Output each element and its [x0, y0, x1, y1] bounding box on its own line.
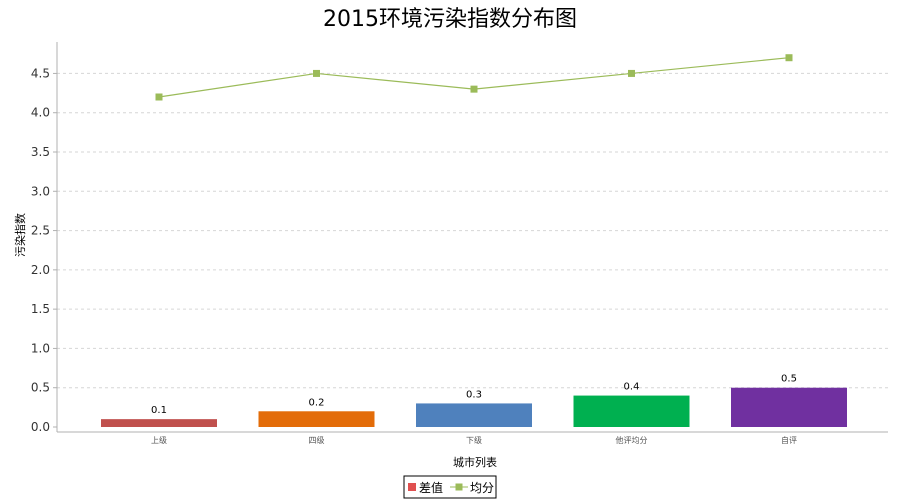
y-tick-label: 1.5 [31, 302, 50, 316]
chart-title: 2015环境污染指数分布图 [323, 7, 577, 32]
line-marker[interactable] [155, 93, 163, 101]
y-tick-label: 3.0 [31, 184, 50, 198]
legend: 差值 均分 [403, 475, 497, 499]
line-marker[interactable] [785, 54, 793, 62]
y-tick-label: 4.5 [31, 66, 50, 80]
x-tick-label: 四级 [309, 435, 325, 445]
x-tick-labels: 上级 四级 下级 他评均分 自评 [151, 435, 797, 445]
line-series [155, 54, 793, 101]
bar-value-labels: 0.1 0.2 0.3 0.4 0.5 [151, 374, 797, 416]
bar[interactable] [258, 411, 375, 427]
y-tick-label: 3.5 [31, 145, 50, 159]
line-marker[interactable] [470, 85, 478, 93]
legend-label-bar[interactable]: 差值 [419, 480, 443, 495]
bar[interactable] [101, 419, 217, 427]
bar[interactable] [731, 387, 847, 427]
y-axis-title: 污染指数 [13, 213, 27, 257]
y-tick-labels: 0.0 0.5 1.0 1.5 2.0 2.5 3.0 3.5 4.0 4.5 [31, 66, 50, 434]
bar-value-label: 0.4 [624, 382, 640, 393]
bar-value-label: 0.2 [309, 397, 325, 408]
bar[interactable] [573, 395, 690, 427]
bar-value-label: 0.1 [151, 405, 167, 416]
bar-value-label: 0.5 [781, 374, 797, 385]
x-tick-label: 上级 [151, 435, 167, 445]
line-marker[interactable] [313, 69, 320, 77]
line-marker[interactable] [628, 69, 635, 77]
bar-series [101, 387, 847, 427]
y-tick-label: 4.0 [31, 106, 50, 120]
x-tick-label: 他评均分 [616, 435, 648, 445]
legend-swatch-bar[interactable] [408, 483, 416, 491]
bar[interactable] [416, 403, 532, 427]
gridlines [53, 72, 888, 428]
y-tick-label: 0.5 [31, 381, 50, 395]
y-tick-label: 2.0 [31, 263, 50, 277]
y-tick-label: 1.0 [31, 341, 50, 355]
legend-swatch-line-marker[interactable] [455, 483, 463, 491]
bar-value-label: 0.3 [466, 389, 482, 400]
axes [56, 42, 888, 433]
x-tick-label: 自评 [781, 435, 797, 445]
y-tick-label: 0.0 [31, 420, 50, 434]
x-tick-label: 下级 [466, 435, 482, 445]
y-tick-label: 2.5 [31, 224, 50, 238]
legend-label-line[interactable]: 均分 [470, 481, 494, 495]
x-axis-title: 城市列表 [453, 455, 497, 469]
